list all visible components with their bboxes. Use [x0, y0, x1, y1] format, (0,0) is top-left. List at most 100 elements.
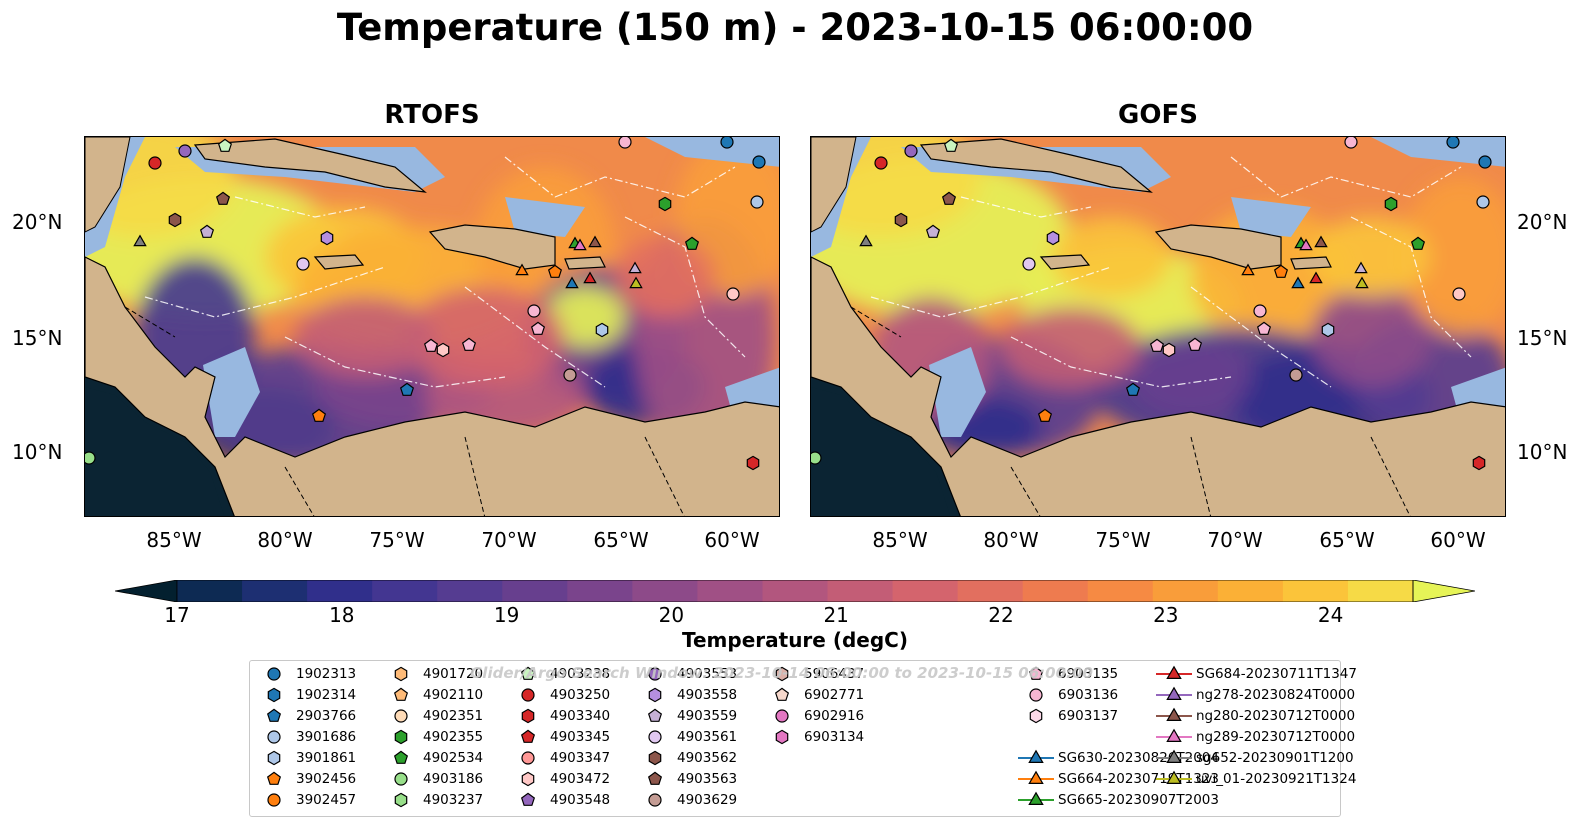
lon-tick-65w-gofs: 65°W: [1319, 528, 1375, 552]
map-marker-rtofs-33: [85, 451, 96, 465]
map-marker-rtofs-4: [215, 191, 231, 205]
legend-label: 4903238: [550, 665, 611, 682]
legend-label: 6903134: [804, 728, 865, 745]
legend: 1902313 1902314 2903766 3901686 3901861 39024…: [249, 660, 1357, 817]
map-marker-gofs-9: [1125, 382, 1141, 396]
map-marker-rtofs-16: [515, 263, 529, 276]
legend-marker: [508, 747, 548, 768]
legend-marker: [254, 663, 294, 684]
legend-entry: SG665-20230907T2003: [1016, 789, 1219, 810]
colorbar-bin: [1152, 580, 1219, 602]
legend-label: ng278-20230824T0000: [1196, 686, 1356, 703]
lat-tick-20n-left: 20°N: [12, 210, 63, 234]
legend-symbol: [266, 771, 282, 785]
legend-entry: 4903347: [508, 747, 610, 768]
legend-entry: 1902313: [254, 663, 356, 684]
colorbar-bin: [1087, 580, 1154, 602]
legend-symbol: [648, 793, 662, 807]
legend-symbol: [1028, 791, 1044, 805]
legend-entry: 4901720: [381, 663, 483, 684]
legend-label: 4903186: [423, 770, 484, 787]
legend-marker: [1016, 663, 1056, 684]
map-marker-rtofs-31: [461, 337, 477, 351]
map-marker-gofs-21: [1291, 276, 1305, 289]
map-marker-rtofs-34: [746, 455, 760, 471]
colorbar-bin: [307, 580, 373, 602]
legend-marker: [381, 663, 421, 684]
map-rtofs: [84, 136, 780, 517]
legend-entry: 4903553: [635, 663, 737, 684]
legend-marker: [1016, 768, 1056, 789]
legend-entry: 6902916: [762, 705, 864, 726]
legend-marker: [508, 684, 548, 705]
colorbar-tick-label: 20: [658, 603, 685, 627]
legend-entry: ng280-20230712T0000: [1154, 705, 1355, 726]
legend-entry: 5906437: [762, 663, 864, 684]
map-marker-gofs-28: [1321, 322, 1335, 338]
colorbar-label: Temperature (degC): [682, 628, 908, 652]
legend-marker: [1154, 726, 1194, 747]
legend-entry: 4903561: [635, 726, 737, 747]
legend-entry: 4902355: [381, 726, 483, 747]
map-marker-gofs-25: [1452, 287, 1466, 301]
map-marker-gofs-8: [1022, 257, 1036, 271]
map-marker-rtofs-28: [595, 322, 609, 338]
legend-symbol: [521, 771, 535, 787]
legend-label: 4903345: [550, 728, 611, 745]
colorbar-tick-label: 21: [823, 603, 849, 627]
legend-label: sg652-20230901T1200: [1196, 749, 1354, 766]
map-marker-rtofs-24: [629, 276, 643, 289]
map-marker-gofs-24: [1355, 276, 1369, 289]
legend-marker: [254, 684, 294, 705]
legend-marker: [508, 705, 548, 726]
legend-label: uvi_01-20230921T1324: [1196, 770, 1357, 787]
legend-symbol: [648, 687, 662, 703]
legend-symbol: [394, 729, 408, 745]
legend-marker: [381, 705, 421, 726]
colorbar-bin: [1217, 580, 1284, 602]
lat-tick-10n-right: 10°N: [1517, 440, 1568, 464]
map-marker-gofs-11: [1344, 137, 1358, 149]
legend-entry: 4903558: [635, 684, 737, 705]
map-marker-gofs-29: [1149, 338, 1165, 352]
colorbar-bin: [957, 580, 1024, 602]
map-marker-gofs-10: [1037, 408, 1053, 422]
legend-entry: 4903186: [381, 768, 483, 789]
legend-entry: 4903559: [635, 705, 737, 726]
map-marker-gofs-13: [1476, 195, 1490, 209]
legend-entry: 4903345: [508, 726, 610, 747]
legend-marker: [381, 747, 421, 768]
legend-entry: 6903137: [1016, 705, 1118, 726]
legend-label: 4903553: [677, 665, 738, 682]
map-marker-gofs-33: [811, 451, 822, 465]
legend-entry: sg652-20230901T1200: [1154, 747, 1354, 768]
legend-marker: [762, 705, 802, 726]
legend-label: 4903548: [550, 791, 611, 808]
colorbar-tick-label: 24: [1317, 603, 1344, 627]
legend-symbol: [647, 708, 663, 722]
map-marker-gofs-12: [1478, 155, 1492, 169]
legend-label: 2903766: [296, 707, 357, 724]
legend-label: 4903562: [677, 749, 738, 766]
legend-label: 4903347: [550, 749, 611, 766]
colorbar-bin: [567, 580, 633, 602]
legend-symbol: [1028, 666, 1044, 680]
legend-symbol: [775, 666, 789, 682]
lon-tick-70w-gofs: 70°W: [1207, 528, 1263, 552]
legend-marker: [635, 663, 675, 684]
legend-marker: [1016, 705, 1056, 726]
legend-symbol: [394, 772, 408, 786]
legend-label: 4901720: [423, 665, 484, 682]
panel-title-gofs: GOFS: [1118, 100, 1198, 130]
legend-symbol: [394, 709, 408, 723]
legend-symbol: [267, 687, 281, 703]
legend-label: 4902355: [423, 728, 484, 745]
colorbar-tick-label: 18: [329, 603, 355, 627]
map-marker-gofs-23: [1354, 261, 1368, 274]
lon-tick-60w-gofs: 60°W: [1430, 528, 1486, 552]
map-marker-gofs-16: [1241, 263, 1255, 276]
legend-symbol: [521, 751, 535, 765]
legend-symbol: [1028, 749, 1044, 763]
colorbar-bin: [177, 580, 243, 602]
legend-entry: 4903548: [508, 789, 610, 810]
